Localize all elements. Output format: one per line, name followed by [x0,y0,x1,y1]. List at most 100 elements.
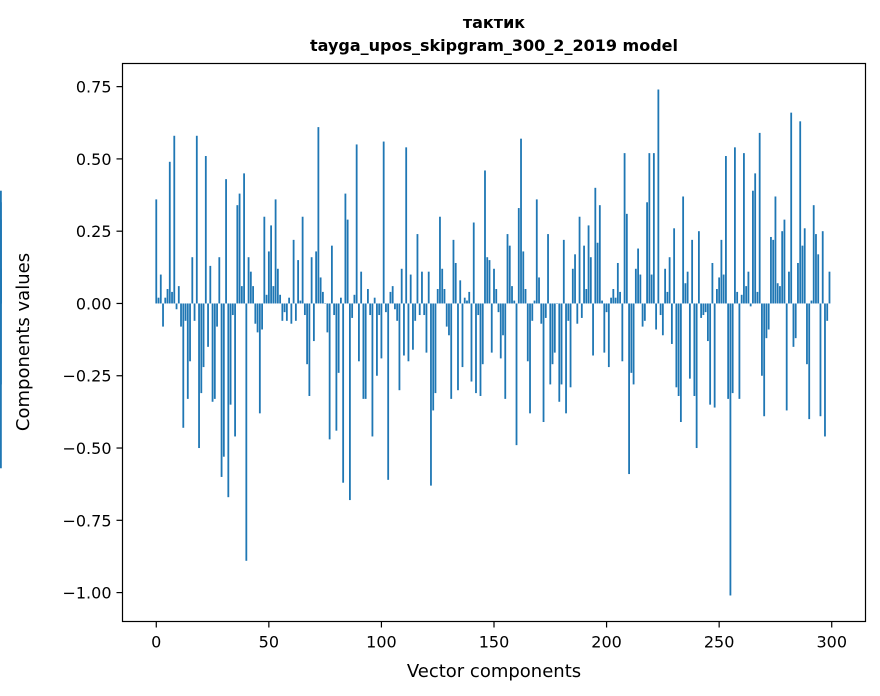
bar [459,280,462,304]
bar [457,303,459,391]
bar [272,286,275,304]
bar [236,205,239,304]
bar [511,286,513,304]
x-axis: 0 50 100 150 200 250 300 [151,621,847,652]
bar [700,303,703,318]
bar [416,234,419,304]
bar [405,147,408,304]
bar [294,303,297,321]
bar [808,303,811,420]
bar [574,254,576,304]
bar [628,303,630,475]
bar [184,303,187,321]
bar [824,303,826,437]
bar [182,303,185,428]
bar [270,225,272,304]
bar [326,303,329,333]
bar [634,268,637,304]
bar [373,297,376,304]
bar [632,303,635,385]
bar [434,303,437,394]
bar [693,303,696,396]
bar [423,303,426,316]
bar [630,303,633,373]
bar [815,234,817,304]
y-tick-label: 0.50 [76,150,112,169]
bar [592,303,594,356]
bar [704,303,707,313]
x-tick-label: 150 [479,633,510,652]
bar [225,179,227,304]
bar [369,303,372,316]
bar [623,153,626,304]
bar [497,303,500,313]
bar [763,303,766,417]
bar [245,303,248,561]
bar [349,303,351,501]
bar [736,291,739,304]
bar [355,144,358,304]
bar [697,231,700,304]
bar [479,303,482,396]
bar [812,205,815,304]
bar [328,303,331,440]
bar [414,303,417,321]
bar [243,173,245,304]
bar [716,289,718,304]
bar [558,303,561,402]
bar [587,225,590,304]
bar [605,303,608,313]
bar [756,291,759,304]
bar [598,205,601,304]
bar [540,303,543,324]
bar [281,303,284,321]
bar [810,300,813,304]
bar [290,303,293,324]
bar [524,289,527,304]
bar [261,303,263,330]
bar [794,303,797,339]
bar [299,300,302,304]
bar [317,127,320,304]
x-tick-label: 50 [259,633,279,652]
bar [403,303,405,356]
bar [682,196,685,304]
bar [211,303,214,402]
bar [461,303,464,368]
bar [288,297,291,304]
bar [193,303,196,321]
bar [308,303,311,396]
bar [560,303,563,385]
bar [229,303,232,405]
bar [265,294,268,304]
bar [594,187,597,304]
bar [173,135,176,304]
bar [231,303,234,316]
bar [159,274,162,304]
bar [319,277,322,304]
bar [508,245,511,304]
bar [475,303,477,394]
bar [767,303,770,330]
bar [378,303,381,316]
bar [506,234,509,304]
bar [258,303,261,414]
chart-subtitle: tayga_upos_skipgram_300_2_2019 model [310,36,678,55]
x-tick-label: 250 [704,633,735,652]
bar [666,291,669,304]
bar [155,199,158,304]
bar [688,303,691,379]
bar [175,303,178,310]
bar [234,303,236,437]
bar [565,303,567,414]
bar [376,303,378,376]
y-tick-label: −1.00 [62,584,111,603]
bar [0,190,2,304]
bar [470,303,473,382]
bar [407,303,410,362]
bar [515,303,518,446]
bar [720,239,723,304]
bar [432,303,435,411]
bar [745,286,748,304]
bar [675,303,678,388]
